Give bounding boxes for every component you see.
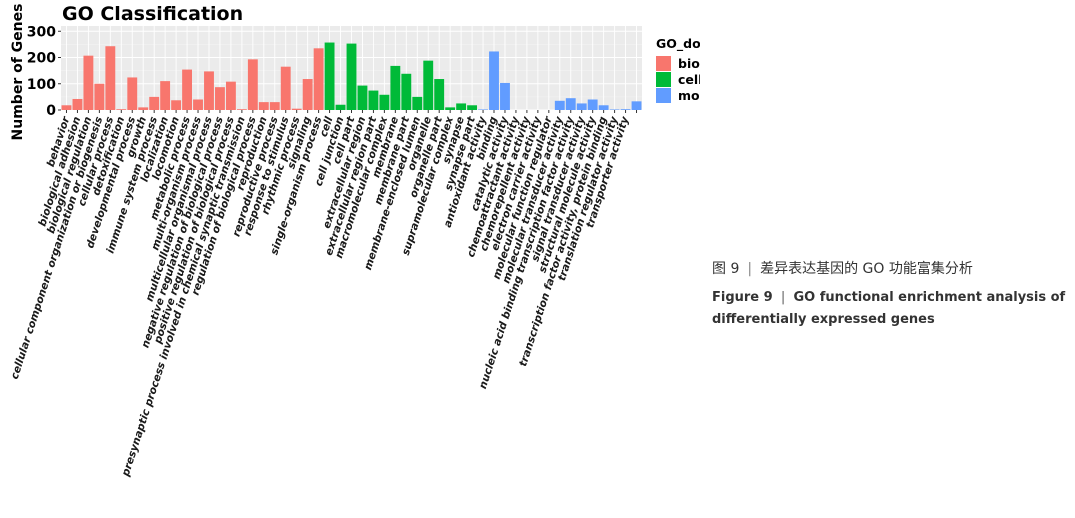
go-classification-chart: GO Classification Number of Genes 0 100 20… (9, 3, 700, 479)
bars (61, 42, 642, 110)
bar (379, 94, 390, 110)
caption-en-prefix: Figure 9 (712, 290, 773, 305)
bar (291, 108, 302, 110)
bar (127, 77, 138, 110)
caption-cn-text: 差异表达基因的 GO 功能富集分析 (760, 261, 973, 277)
bar (368, 90, 379, 110)
bar (138, 107, 149, 110)
bar (171, 100, 182, 110)
bar (609, 109, 620, 110)
bar (225, 81, 236, 110)
caption-cn-prefix: 图 9 (712, 261, 740, 277)
y-tick-label: 300 (27, 24, 56, 40)
bar (302, 79, 313, 110)
bar (401, 73, 412, 110)
bar (631, 101, 642, 110)
bar (204, 71, 214, 110)
legend-swatch (656, 88, 671, 103)
bar (500, 82, 510, 110)
caption-separator: | (780, 290, 786, 305)
bar (434, 79, 445, 110)
bar (467, 105, 478, 110)
legend-label: cellular_component (678, 72, 700, 88)
bar (247, 59, 258, 110)
bar (72, 98, 83, 110)
chart-title: GO Classification (62, 3, 243, 25)
bar (335, 104, 346, 110)
bar (105, 46, 116, 110)
bar (324, 42, 335, 110)
legend-label: biological_process (678, 56, 700, 72)
bar (269, 102, 280, 110)
bar (423, 60, 434, 110)
bar (554, 100, 565, 110)
legend: GO_domain biological_processcellular_comp… (656, 36, 700, 104)
bar (346, 43, 357, 110)
bar (160, 81, 171, 110)
bar (149, 96, 160, 110)
bar (456, 103, 467, 110)
bar (587, 99, 598, 110)
bar (258, 102, 269, 110)
legend-label: molecular_function (678, 88, 700, 104)
bar (83, 55, 94, 110)
bar (182, 69, 192, 110)
bar (598, 105, 609, 110)
figure-caption: 图 9 | 差异表达基因的 GO 功能富集分析 Figure 9 | GO functi… (712, 258, 1072, 331)
bar (620, 109, 631, 110)
bar (576, 103, 587, 110)
y-tick-label: 200 (27, 51, 56, 67)
bar (412, 96, 423, 110)
legend-title: GO_domain (656, 36, 700, 52)
bar (193, 99, 203, 110)
bar (116, 109, 127, 110)
bar (313, 48, 324, 110)
bar (61, 105, 72, 110)
legend-swatch (656, 72, 671, 87)
bar (445, 107, 456, 110)
bar (357, 85, 368, 110)
bar (489, 51, 499, 110)
legend-swatch (656, 56, 671, 71)
bar (565, 98, 576, 110)
caption-en-text: GO functional enrichment analysis of dif… (712, 290, 1066, 327)
bar (236, 109, 247, 110)
bar (390, 65, 401, 110)
y-tick-label: 0 (46, 103, 56, 119)
caption-chinese: 图 9 | 差异表达基因的 GO 功能富集分析 (712, 258, 1072, 278)
y-axis: 0 100 200 300 (27, 24, 61, 119)
y-axis-label: Number of Genes (10, 4, 26, 141)
bar (94, 83, 105, 110)
bar (478, 109, 488, 110)
caption-separator: | (747, 261, 753, 277)
y-tick-label: 100 (27, 77, 56, 93)
bar (280, 66, 291, 110)
bar (215, 87, 225, 110)
caption-english: Figure 9 | GO functional enrichment analys… (712, 287, 1072, 331)
